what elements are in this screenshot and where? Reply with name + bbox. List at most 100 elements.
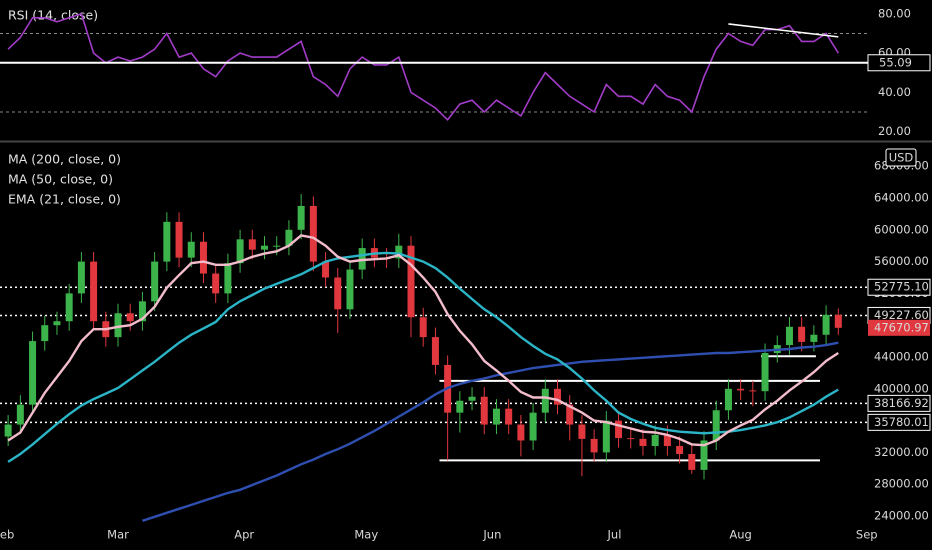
legend-entry: MA (200, close, 0)	[8, 152, 121, 167]
candle-body	[688, 453, 696, 470]
candle-body	[236, 239, 244, 264]
x-tick-label: Feb	[0, 528, 14, 542]
candle-body	[456, 400, 464, 413]
y-tick-label: 20.00	[878, 124, 911, 138]
x-tick-label: Aug	[729, 528, 751, 542]
candle-body	[590, 438, 598, 453]
y-tick-label: 40000.00	[874, 381, 929, 395]
candle-body	[309, 205, 317, 262]
candle-body	[224, 263, 232, 294]
candle-body	[431, 337, 439, 365]
y-tick-label: 40.00	[878, 85, 911, 99]
legend-entry: EMA (21, close, 0)	[8, 192, 121, 207]
candle-body	[407, 245, 415, 318]
candle-body	[712, 410, 720, 441]
y-tick-label: 56000.00	[874, 254, 929, 268]
candle-body	[212, 273, 220, 294]
candle-body	[90, 261, 98, 322]
candle-body	[480, 396, 488, 425]
candle-body	[419, 317, 427, 338]
candle-body	[261, 245, 269, 250]
last-price-label: 47670.97	[874, 320, 929, 334]
candle-body	[566, 404, 574, 425]
candle-body	[505, 408, 513, 425]
candle-body	[749, 390, 757, 392]
level-box	[867, 54, 931, 72]
candle-body	[639, 438, 647, 447]
axis-background	[868, 143, 932, 550]
candle-body	[65, 293, 73, 322]
legend-entry: MA (50, close, 0)	[8, 172, 113, 187]
candle-body	[602, 420, 610, 453]
candle-body	[541, 388, 549, 413]
candle-body	[395, 245, 403, 259]
y-tick-label: 64000.00	[874, 190, 929, 204]
candle-body	[334, 277, 342, 310]
candle-body	[761, 353, 769, 392]
level-label: 38166.92	[874, 396, 929, 410]
candle-body	[16, 404, 24, 425]
y-tick-label: 44000.00	[874, 349, 929, 363]
candle-body	[41, 325, 49, 342]
candle-body	[163, 221, 171, 262]
moving-average	[142, 341, 839, 522]
level-box	[867, 278, 931, 296]
candle-body	[4, 424, 12, 437]
candle-body	[53, 321, 61, 326]
candle-body	[737, 388, 745, 391]
candle-body	[724, 388, 732, 411]
level-label: 35780.01	[874, 415, 929, 429]
candle-body	[615, 420, 623, 439]
y-tick-label: 28000.00	[874, 477, 929, 491]
candle-body	[322, 261, 330, 278]
level-label: 49227.60	[874, 308, 929, 322]
x-tick-label: Sep	[856, 528, 878, 542]
candle-body	[114, 313, 122, 338]
candle-body	[151, 261, 159, 302]
currency-box	[885, 148, 917, 167]
candle-body	[138, 301, 146, 322]
x-tick-label: Jul	[607, 528, 622, 542]
candle-body	[126, 313, 134, 322]
moving-average	[7, 251, 839, 463]
candle-body	[187, 241, 195, 258]
candle-body	[663, 434, 671, 447]
level-label: 52775.10	[874, 280, 929, 294]
candle-body	[468, 396, 476, 401]
candle-body	[554, 388, 562, 405]
candle-body	[529, 412, 537, 441]
y-tick-label: 80.00	[878, 6, 911, 20]
candle-body	[627, 438, 635, 440]
x-tick-label: Jun	[482, 528, 501, 542]
last-price-box	[868, 319, 930, 336]
candle-body	[785, 326, 793, 346]
x-tick-label: May	[354, 528, 378, 542]
currency-label: USD	[889, 151, 914, 165]
x-tick-label: Mar	[107, 528, 129, 542]
candle-body	[492, 408, 500, 425]
level-box	[867, 413, 931, 431]
candle-body	[822, 314, 830, 335]
x-tick-label: Apr	[234, 528, 254, 542]
candle-body	[199, 241, 207, 274]
candle-body	[273, 245, 281, 247]
candle-body	[676, 446, 684, 454]
candle-body	[285, 229, 293, 246]
moving-average	[7, 234, 839, 447]
candle-body	[77, 261, 85, 294]
rsi-trendline	[728, 23, 839, 38]
rsi-legend: RSI (14, close)	[8, 8, 98, 23]
candle-body	[578, 424, 586, 439]
candle-body	[810, 334, 818, 342]
level-label: 55.09	[879, 55, 912, 69]
candle-body	[651, 434, 659, 447]
candle-body	[700, 440, 708, 470]
y-tick-label: 32000.00	[874, 445, 929, 459]
candle-body	[248, 239, 256, 250]
y-tick-label: 24000.00	[874, 508, 929, 522]
candle-body	[517, 424, 525, 441]
y-tick-label: 60000.00	[874, 222, 929, 236]
candle-body	[798, 326, 806, 342]
